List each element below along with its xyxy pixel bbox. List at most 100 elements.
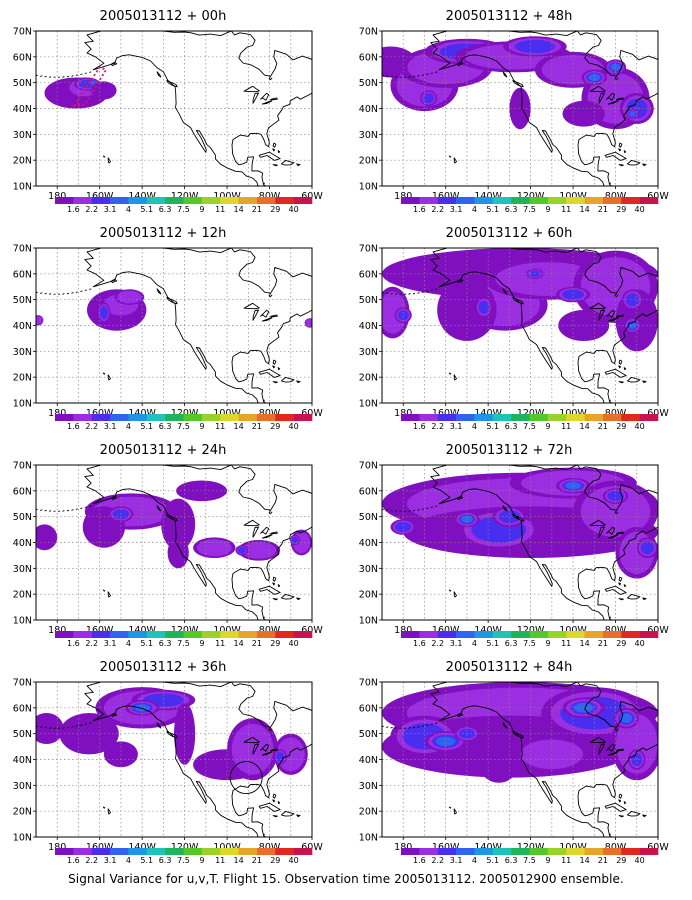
colorbar-swatch — [183, 848, 203, 855]
colorbar-label: 21 — [252, 422, 262, 431]
map-panel: 2005013112 + 72h 70N 60N 50N 40N 30N 20N 10N 180… — [346, 434, 692, 651]
lat-tick-label: 70N — [359, 678, 378, 689]
island-outline — [166, 297, 178, 305]
colorbar-swatch — [529, 848, 549, 855]
island-outline — [272, 576, 277, 582]
island-outline — [40, 292, 43, 294]
colorbar-label: 3.1 — [104, 639, 117, 648]
island-outline — [107, 591, 111, 598]
circle-marker — [229, 761, 263, 795]
island-outline — [156, 722, 162, 729]
contour-blob — [36, 316, 43, 325]
island-outline — [426, 724, 429, 727]
colorbar-swatch — [201, 848, 221, 855]
colorbar-swatch — [456, 848, 475, 855]
lake-outline — [252, 309, 259, 321]
contour-blob — [167, 537, 189, 569]
colorbar-label: 11 — [215, 639, 225, 648]
lat-tick-label: 50N — [359, 729, 378, 740]
island-outline — [417, 292, 420, 294]
colorbar-swatch — [419, 197, 439, 204]
colorbar-swatch — [220, 414, 239, 421]
colorbar-label: 5.1 — [140, 205, 153, 214]
colorbar-swatch — [91, 414, 111, 421]
island-outline — [604, 802, 627, 812]
island-outline — [399, 76, 402, 78]
colorbar-label: 4 — [472, 422, 477, 431]
colorbar-swatch — [566, 848, 585, 855]
lat-tick-label: 40N — [359, 755, 378, 766]
island-outline — [512, 297, 524, 305]
island-outline — [430, 506, 433, 508]
lon-tick-label: 160W — [432, 842, 460, 853]
lat-tick-label: 10N — [359, 182, 378, 193]
island-outline — [395, 293, 398, 295]
colorbar-swatch — [437, 197, 457, 204]
coastline — [163, 31, 312, 77]
colorbar-swatch — [146, 197, 166, 204]
island-outline — [80, 290, 83, 293]
contour-blob — [117, 290, 142, 304]
colorbar-swatch — [566, 414, 585, 421]
lat-tick-label: 40N — [13, 321, 32, 332]
lon-tick-label: 100W — [213, 191, 241, 202]
lake-outline — [607, 534, 619, 539]
lake-outline — [607, 100, 619, 105]
colorbar-label: 40 — [289, 422, 299, 431]
lat-tick-label: 10N — [13, 399, 32, 410]
colorbar-swatch — [146, 631, 166, 638]
colorbar-swatch — [511, 197, 530, 204]
island-outline — [408, 727, 411, 729]
island-outline — [84, 506, 87, 508]
colorbar-label: 6.3 — [505, 422, 518, 431]
island-outline — [110, 712, 118, 718]
lon-tick-label: 120W — [171, 191, 199, 202]
island-outline — [417, 726, 420, 728]
coastline — [614, 726, 619, 732]
lat-tick-label: 60N — [359, 703, 378, 714]
island-outline — [272, 381, 278, 384]
island-outline — [75, 291, 78, 293]
colorbar-swatch — [492, 631, 512, 638]
colorbar-swatch — [456, 197, 475, 204]
lon-tick-label: 160W — [432, 625, 460, 636]
lon-tick-label: 160W — [432, 191, 460, 202]
lake-outline — [243, 519, 260, 527]
coastline — [268, 292, 273, 298]
lake-outline — [261, 100, 273, 105]
contour-blob — [481, 756, 516, 783]
colorbar-swatch — [401, 848, 420, 855]
coastline — [509, 465, 658, 511]
colorbar-label: 6.3 — [505, 639, 518, 648]
lat-tick-label: 40N — [359, 321, 378, 332]
colorbar-swatch — [275, 414, 294, 421]
island-outline — [502, 505, 508, 512]
island-outline — [89, 505, 92, 507]
map-svg: 2005013112 + 36h 70N 60N 50N 40N 30N 20N 10N 180… — [13, 660, 324, 865]
island-outline — [66, 75, 70, 78]
contour-blob — [573, 703, 594, 713]
panel-title: 2005013112 + 36h — [100, 660, 227, 675]
colorbar-swatch — [256, 848, 276, 855]
island-outline — [430, 723, 433, 725]
island-outline — [502, 71, 508, 78]
colorbar-swatch — [201, 414, 221, 421]
island-outline — [66, 509, 70, 512]
coastline — [577, 526, 658, 620]
contour-blob — [176, 480, 228, 502]
colorbar-swatch — [73, 414, 93, 421]
coastlines — [382, 682, 658, 837]
island-outline — [62, 76, 65, 78]
contour-blob — [629, 111, 636, 117]
colorbar-label: 9 — [199, 639, 204, 648]
island-outline — [417, 75, 420, 77]
lon-tick-label: 60W — [647, 625, 669, 636]
island-outline — [642, 163, 647, 167]
colorbar-label: 4 — [472, 856, 477, 865]
island-outline — [435, 505, 438, 507]
colorbar-label: 7.5 — [523, 639, 536, 648]
colorbar-label: 11 — [215, 422, 225, 431]
colorbar-label: 1.6 — [413, 639, 426, 648]
island-outline — [263, 399, 265, 402]
panel-title: 2005013112 + 48h — [446, 9, 573, 24]
